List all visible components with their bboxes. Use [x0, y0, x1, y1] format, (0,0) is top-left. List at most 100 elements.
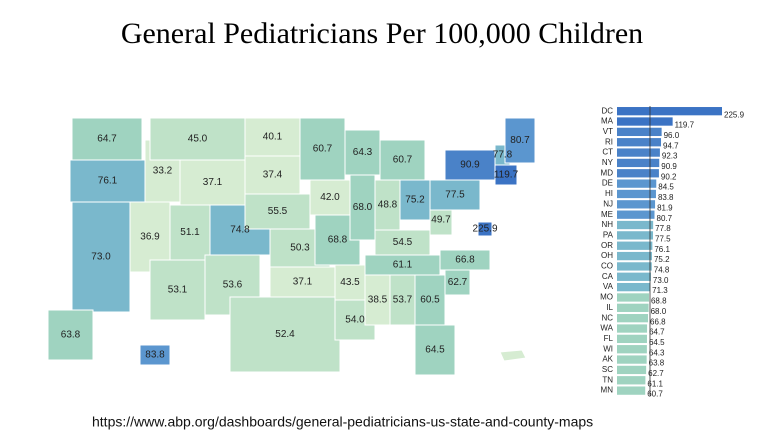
state-label: 36.9	[140, 232, 160, 243]
value-label: 64.5	[649, 338, 665, 347]
bar-chart: DC 225.9 MA 119.7 VT 96.0 RI 94.7 CT 92.3 NY 90.9 MD…	[600, 106, 745, 399]
y-tick-label: VA	[603, 282, 614, 291]
value-label: 60.7	[647, 390, 663, 399]
state	[169, 204, 211, 261]
state-label: 68.8	[328, 235, 348, 246]
state	[429, 179, 481, 211]
state-label: 63.8	[61, 330, 81, 341]
value-label: 71.3	[652, 286, 668, 295]
state-label: 77.5	[445, 190, 465, 201]
bar	[617, 148, 660, 157]
y-tick-label: NY	[602, 158, 614, 167]
value-label: 92.3	[662, 152, 678, 161]
y-tick-label: TN	[602, 375, 613, 384]
state	[344, 129, 381, 176]
bar	[617, 355, 647, 364]
state-label: 77.8	[493, 150, 513, 161]
state	[244, 193, 311, 230]
bar	[617, 241, 653, 250]
state-label: 73.0	[91, 252, 111, 263]
bar	[617, 169, 659, 178]
y-tick-label: ME	[601, 210, 613, 219]
state-label: 119.7	[494, 170, 519, 181]
value-label: 77.5	[655, 234, 671, 243]
y-tick-label: HI	[605, 189, 613, 198]
value-label: 62.7	[648, 369, 664, 378]
y-tick-label: DC	[601, 106, 613, 115]
state	[334, 264, 366, 301]
bar	[617, 386, 646, 395]
state-label: 45.0	[188, 134, 208, 145]
value-label: 74.8	[654, 266, 670, 275]
state-label: 33.2	[153, 166, 173, 177]
value-label: 119.7	[675, 121, 695, 130]
state-label: 49.7	[431, 215, 451, 226]
state	[71, 117, 143, 161]
state-label: 60.5	[420, 295, 440, 306]
state-label: 55.5	[268, 206, 288, 217]
y-tick-label: CO	[601, 262, 613, 271]
bar	[617, 138, 662, 147]
y-tick-label: DE	[602, 179, 613, 188]
value-label: 68.8	[651, 297, 667, 306]
y-tick-label: FL	[604, 334, 614, 343]
value-label: 90.2	[661, 172, 677, 181]
y-tick-label: NH	[601, 220, 613, 229]
y-tick-label: SC	[602, 365, 613, 374]
state-label: 60.7	[313, 144, 333, 155]
bar	[617, 282, 651, 292]
state	[414, 274, 446, 326]
state-label: 54.0	[345, 315, 365, 326]
bar	[617, 303, 649, 312]
state-label: 68.0	[353, 202, 373, 213]
state-label: 53.1	[168, 285, 188, 296]
y-tick-label: WI	[603, 344, 613, 353]
state	[149, 117, 246, 161]
y-tick-label: CT	[602, 148, 613, 157]
state-label: 74.8	[230, 225, 250, 236]
y-tick-label: OR	[601, 241, 613, 250]
value-label: 80.7	[657, 214, 673, 223]
state	[149, 259, 206, 321]
state-label: 61.1	[393, 260, 413, 271]
value-label: 75.2	[654, 255, 670, 264]
state-label: 66.8	[455, 255, 475, 266]
state	[69, 159, 146, 203]
state-label: 64.3	[353, 147, 373, 158]
state	[414, 324, 456, 376]
bar	[617, 251, 652, 261]
value-label: 64.7	[649, 328, 665, 337]
y-tick-label: CA	[602, 272, 614, 281]
state-label: 37.1	[293, 277, 313, 288]
bar	[617, 376, 646, 385]
state-label: 48.8	[378, 200, 398, 211]
value-label: 84.5	[658, 183, 674, 192]
state	[244, 117, 301, 157]
state	[364, 274, 391, 326]
state-label: 37.4	[263, 170, 283, 181]
state-label: 37.1	[203, 177, 223, 188]
bar	[617, 334, 647, 344]
y-tick-label: IL	[606, 303, 613, 312]
value-label: 63.8	[649, 359, 665, 368]
y-tick-label: NJ	[603, 199, 613, 208]
state	[399, 179, 431, 221]
value-label: 94.7	[663, 141, 679, 150]
state-label: 50.3	[290, 243, 310, 254]
y-tick-label: MD	[601, 168, 614, 177]
value-label: 90.9	[661, 162, 677, 171]
state-label: 43.5	[340, 277, 360, 288]
state	[389, 274, 416, 326]
state	[71, 201, 131, 313]
state	[439, 249, 491, 271]
bar	[617, 231, 654, 240]
state-label: 80.7	[510, 135, 530, 146]
state	[47, 309, 94, 361]
value-label: 61.1	[647, 379, 663, 388]
value-label: 81.9	[657, 203, 673, 212]
bar	[617, 158, 660, 168]
source: https://www.abp.org/dashboards/general-p…	[92, 414, 593, 430]
bar	[617, 220, 654, 230]
bar	[617, 293, 649, 302]
